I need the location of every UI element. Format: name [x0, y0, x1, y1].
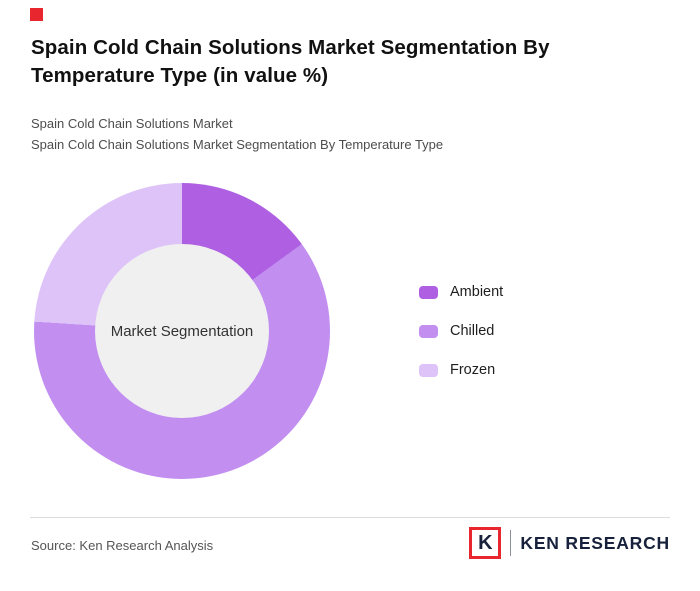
subtitle-line-1: Spain Cold Chain Solutions Market — [31, 116, 233, 131]
logo-wordmark: KEN RESEARCH — [520, 532, 670, 553]
legend-swatch-ambient — [419, 285, 438, 299]
legend-label-frozen: Frozen — [450, 362, 496, 378]
donut-chart: Market Segmentation — [34, 183, 330, 479]
ken-research-logo: K KEN RESEARCH — [469, 527, 670, 559]
legend-label-chilled: Chilled — [450, 323, 495, 339]
brand-accent-square — [30, 8, 43, 21]
logo-separator — [510, 530, 512, 556]
page-title: Spain Cold Chain Solutions Market Segmen… — [31, 36, 550, 88]
legend-swatch-frozen — [419, 363, 438, 377]
logo-k-square-icon: K — [469, 527, 502, 559]
donut-center-label: Market Segmentation — [110, 322, 254, 340]
chart-subtitles: Spain Cold Chain Solutions Market Spain … — [31, 113, 671, 156]
chart-legend: Ambient Chilled Frozen — [419, 284, 503, 378]
legend-label-ambient: Ambient — [450, 284, 504, 300]
footer-divider — [30, 517, 670, 518]
logo-k-letter: K — [478, 532, 493, 554]
legend-item-chilled: Chilled — [419, 323, 503, 339]
legend-item-frozen: Frozen — [419, 362, 503, 378]
legend-swatch-chilled — [419, 324, 438, 338]
donut-hole: Market Segmentation — [95, 244, 269, 418]
chart-section: Market Segmentation Ambient Chilled Frozen — [34, 183, 674, 479]
source-text: Source: Ken Research Analysis — [31, 538, 214, 553]
subtitle-line-2: Spain Cold Chain Solutions Market Segmen… — [31, 137, 444, 153]
legend-item-ambient: Ambient — [419, 284, 503, 300]
